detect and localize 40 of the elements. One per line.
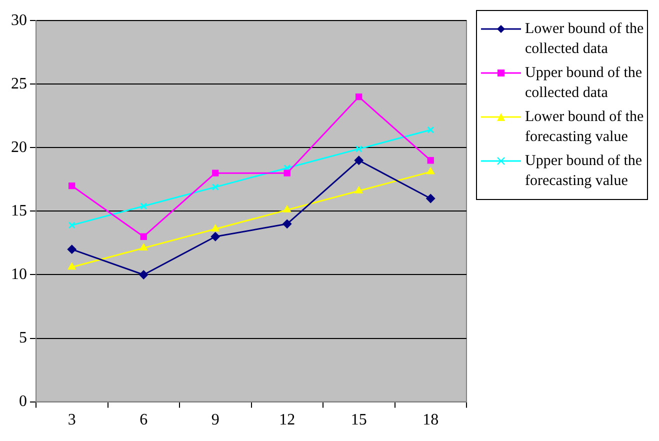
y-tick-label: 10 bbox=[11, 266, 27, 283]
point bbox=[284, 170, 290, 176]
point bbox=[212, 170, 219, 176]
point bbox=[426, 167, 435, 174]
x-tick-label: 6 bbox=[140, 412, 148, 429]
point bbox=[139, 270, 148, 280]
point bbox=[68, 182, 76, 190]
x-tick-label: 9 bbox=[211, 412, 220, 429]
x-tick-label: 3 bbox=[68, 412, 76, 429]
point bbox=[140, 233, 147, 240]
point bbox=[140, 202, 148, 210]
x-tick-label: 12 bbox=[279, 412, 296, 429]
point bbox=[354, 186, 363, 194]
point bbox=[68, 262, 76, 270]
y-tick-label: 30 bbox=[11, 12, 27, 29]
legend-label: Lower bound of the collected data bbox=[525, 20, 645, 59]
y-tick-label: 25 bbox=[11, 75, 27, 92]
y-tick-label: 15 bbox=[11, 202, 27, 220]
point bbox=[212, 183, 219, 191]
point bbox=[68, 222, 76, 229]
x-tick-label: 18 bbox=[422, 412, 439, 429]
point bbox=[67, 244, 76, 254]
point bbox=[356, 94, 362, 100]
legend-label: Lower bound of the forecasting value bbox=[525, 108, 645, 147]
y-tick-label: 5 bbox=[19, 329, 27, 346]
point bbox=[426, 194, 436, 203]
point bbox=[427, 126, 434, 134]
y-tick-label: 0 bbox=[19, 393, 27, 410]
point bbox=[211, 224, 220, 232]
point bbox=[354, 156, 364, 165]
point bbox=[427, 157, 434, 164]
point bbox=[283, 205, 292, 212]
point bbox=[355, 145, 362, 153]
legend-label: Upper bound of the collected data bbox=[525, 64, 644, 103]
x-tick-label: 15 bbox=[350, 412, 367, 429]
point bbox=[210, 232, 220, 242]
point bbox=[282, 219, 292, 228]
point bbox=[140, 244, 148, 251]
legend-label: Upper bound of the forecasting value bbox=[525, 152, 644, 191]
y-tick-label: 20 bbox=[11, 138, 27, 156]
